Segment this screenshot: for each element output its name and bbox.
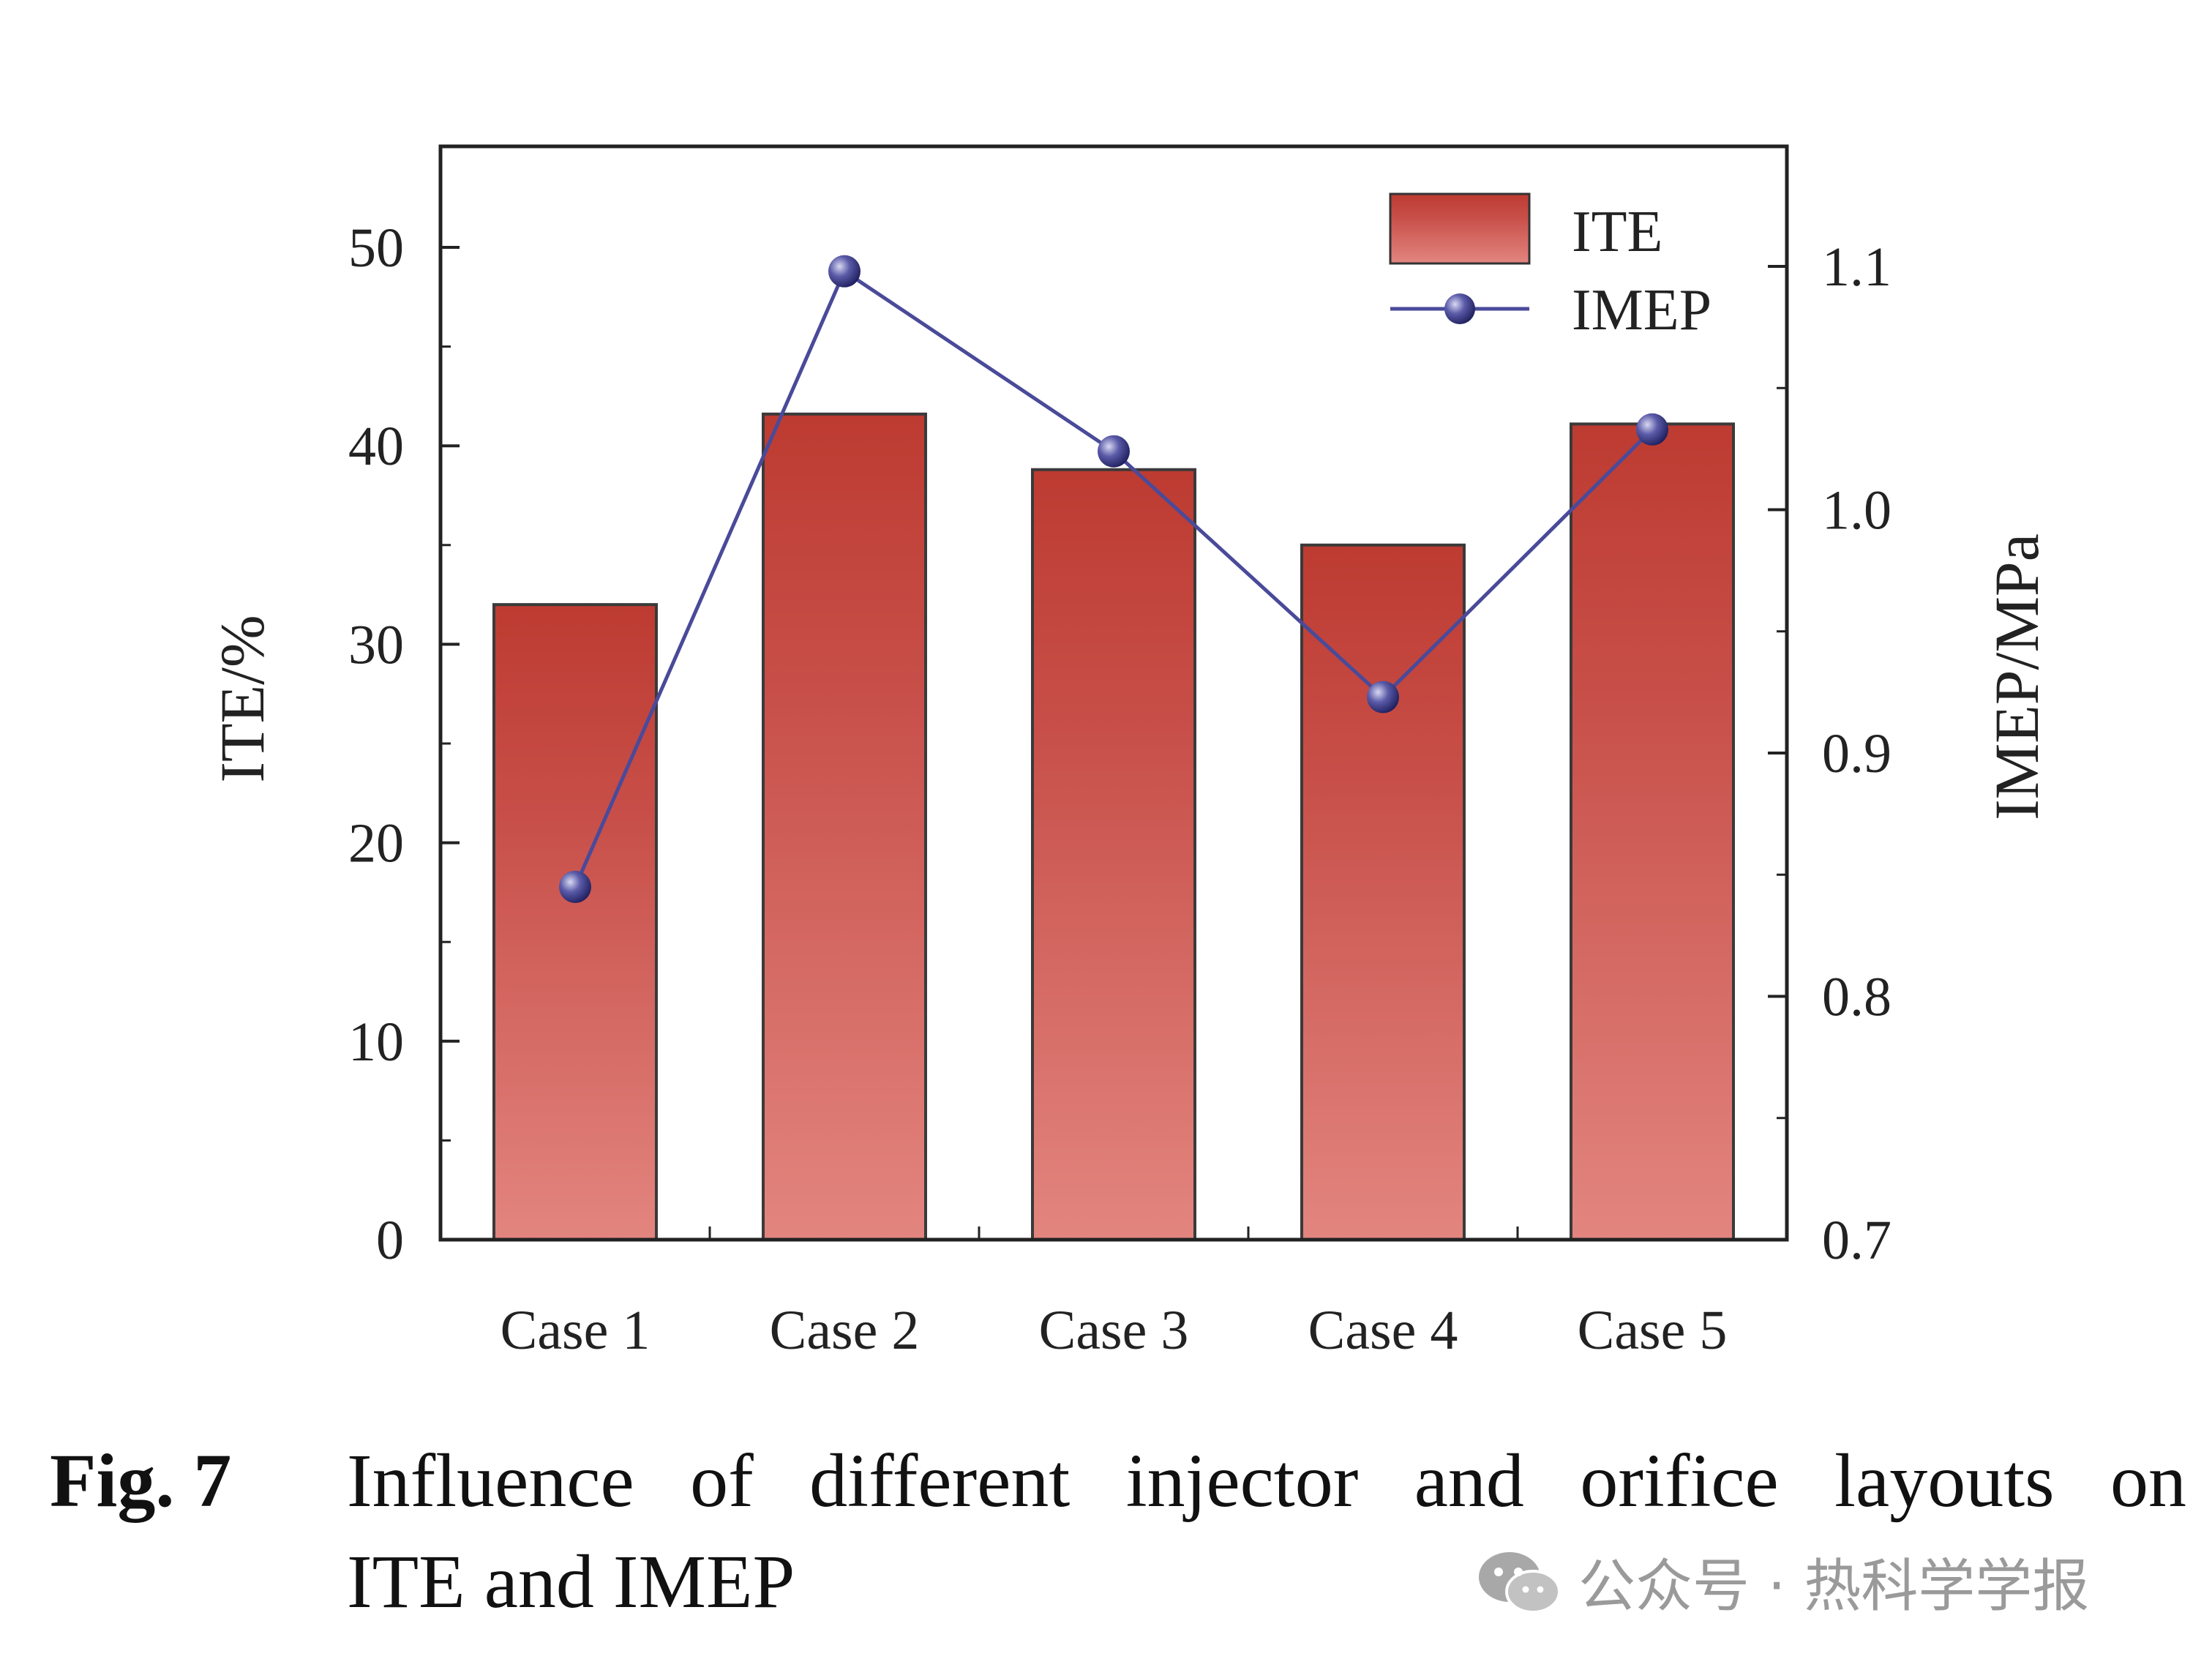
bar-ite-1 <box>492 603 658 1241</box>
legend: ITE IMEP <box>1389 192 1712 342</box>
y2-tick-label: 0.8 <box>1822 967 1892 1028</box>
legend-label-ite: ITE <box>1572 200 1662 264</box>
y2-tick-label: 1.0 <box>1822 480 1892 542</box>
imep-point-3 <box>1098 435 1130 468</box>
y-tick-label: 40 <box>348 416 404 477</box>
wechat-icon <box>1479 1552 1561 1614</box>
legend-label-imep: IMEP <box>1572 278 1712 342</box>
chart: 0 10 20 30 40 50 0.7 0.8 0.9 1.0 1.1 Case 1 Case 2 Ca… <box>207 144 2052 1361</box>
plot-frame <box>438 144 1789 1242</box>
imep-point-2 <box>828 255 861 288</box>
y2-tick-label: 0.9 <box>1822 723 1892 784</box>
bar-ite-4 <box>1300 543 1466 1241</box>
y-tick-label: 50 <box>348 217 404 279</box>
legend-swatch-ite <box>1389 192 1531 265</box>
legend-marker-imep <box>1444 293 1475 324</box>
y-tick-label: 20 <box>348 813 404 875</box>
watermark-text: 公众号 · 热科学学报 <box>1578 1554 2090 1619</box>
x-tick-label: Case 3 <box>1039 1300 1189 1361</box>
caption-line-1: Influence of different injector and orif… <box>347 1439 2186 1523</box>
imep-point-5 <box>1636 413 1668 446</box>
x-tick-label: Case 5 <box>1578 1300 1728 1361</box>
bar-ite-3 <box>1031 468 1196 1241</box>
x-tick-label: Case 1 <box>500 1300 651 1361</box>
x-tick-label: Case 2 <box>770 1300 920 1361</box>
caption-line-2: ITE and IMEP <box>347 1540 795 1624</box>
y2-tick-label: 1.1 <box>1822 236 1892 298</box>
y-tick-label: 10 <box>348 1011 404 1073</box>
imep-point-1 <box>559 870 591 903</box>
y-tick-label: 30 <box>348 614 404 675</box>
figure-number: Fig. 7 <box>50 1439 232 1523</box>
bar-ite-2 <box>762 412 927 1241</box>
y2-tick-label: 0.7 <box>1822 1210 1892 1271</box>
imep-point-4 <box>1367 681 1399 714</box>
y2-axis-title: IMEP/MPa <box>1982 533 2052 820</box>
y-tick-label: 0 <box>376 1210 404 1271</box>
y-axis-title: ITE/% <box>207 615 277 782</box>
bar-ite-5 <box>1570 422 1735 1241</box>
x-tick-label: Case 4 <box>1308 1300 1458 1361</box>
figure-caption: Fig. 7 Influence of different injector a… <box>50 1431 2186 1633</box>
watermark: 公众号 · 热科学学报 <box>1474 1540 2089 1622</box>
